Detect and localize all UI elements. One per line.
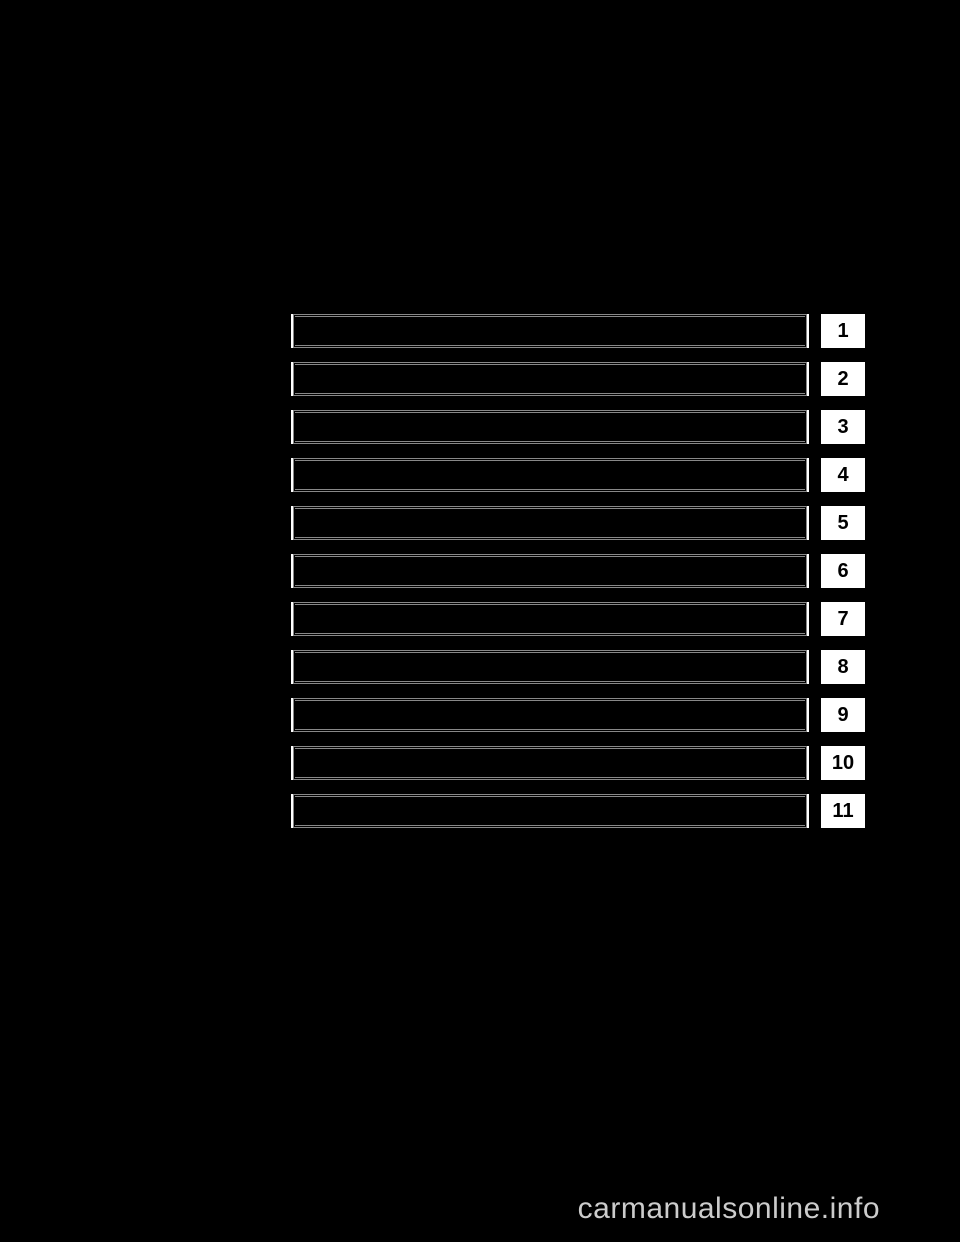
tab-bar	[291, 746, 809, 780]
tab-row: 2	[291, 362, 865, 396]
tab-row: 11	[291, 794, 865, 828]
tab-number-5[interactable]: 5	[821, 506, 865, 540]
tab-row: 6	[291, 554, 865, 588]
tab-row: 5	[291, 506, 865, 540]
tab-number-1[interactable]: 1	[821, 314, 865, 348]
tab-bar	[291, 506, 809, 540]
tab-row: 9	[291, 698, 865, 732]
tab-number-4[interactable]: 4	[821, 458, 865, 492]
tab-row: 1	[291, 314, 865, 348]
tab-number-8[interactable]: 8	[821, 650, 865, 684]
tab-number-3[interactable]: 3	[821, 410, 865, 444]
tab-number-9[interactable]: 9	[821, 698, 865, 732]
tab-bar	[291, 602, 809, 636]
tab-bar	[291, 698, 809, 732]
tab-row: 4	[291, 458, 865, 492]
tab-bar	[291, 314, 809, 348]
tab-bar	[291, 650, 809, 684]
tab-bar	[291, 794, 809, 828]
tab-number-6[interactable]: 6	[821, 554, 865, 588]
tab-bar	[291, 554, 809, 588]
watermark-text: carmanualsonline.info	[578, 1192, 880, 1226]
tabs-container: 1 2 3 4 5 6 7 8 9 10 11	[291, 314, 865, 842]
tab-bar	[291, 458, 809, 492]
tab-number-11[interactable]: 11	[821, 794, 865, 828]
tab-row: 3	[291, 410, 865, 444]
tab-bar	[291, 362, 809, 396]
tab-number-7[interactable]: 7	[821, 602, 865, 636]
tab-number-2[interactable]: 2	[821, 362, 865, 396]
tab-number-10[interactable]: 10	[821, 746, 865, 780]
tab-row: 10	[291, 746, 865, 780]
tab-row: 7	[291, 602, 865, 636]
tab-bar	[291, 410, 809, 444]
tab-row: 8	[291, 650, 865, 684]
